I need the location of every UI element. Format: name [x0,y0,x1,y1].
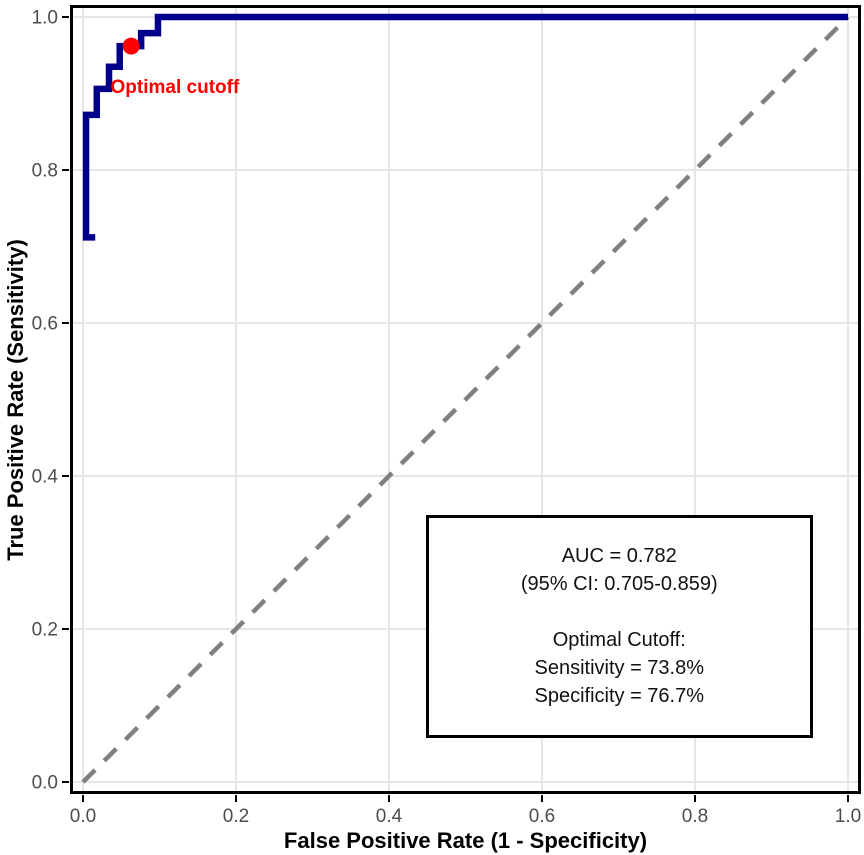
y-tick-label: 0.6 [32,314,58,335]
x-tick-label: 0.0 [70,806,96,827]
x-tick-label: 1.0 [835,806,861,827]
x-tick-label: 0.4 [376,806,403,827]
y-axis-title: True Positive Rate (Sensitivity) [3,239,28,561]
annotation-line-ci: (95% CI: 0.705-0.859) [520,573,718,596]
y-tick-label: 0.2 [32,620,58,641]
y-tick-label: 1.0 [32,8,58,29]
x-tick-label: 0.2 [223,806,249,827]
optimal-cutoff-label: Optimal cutoff [110,77,240,99]
y-tick-label: 0.8 [32,161,58,182]
x-axis-title: False Positive Rate (1 - Specificity) [283,828,648,853]
roc-curve-line [82,13,848,241]
chance-diagonal-line [81,15,850,784]
y-tick-label: 0.0 [32,773,58,794]
optimal-cutoff-point [122,37,140,55]
annotation-box: AUC = 0.782 (95% CI: 0.705-0.859) Optima… [425,515,813,738]
y-tick-label: 0.4 [32,467,59,488]
annotation-line-specificity: Specificity = 76.7% [534,685,705,708]
annotation-line-cutoff-header: Optimal Cutoff: [552,629,686,652]
annotation-line-auc: AUC = 0.782 [561,545,677,568]
annotation-line-sensitivity: Sensitivity = 73.8% [534,657,705,680]
x-tick-label: 0.6 [529,806,555,827]
panel-border [70,5,861,794]
x-tick-label: 0.8 [682,806,708,827]
